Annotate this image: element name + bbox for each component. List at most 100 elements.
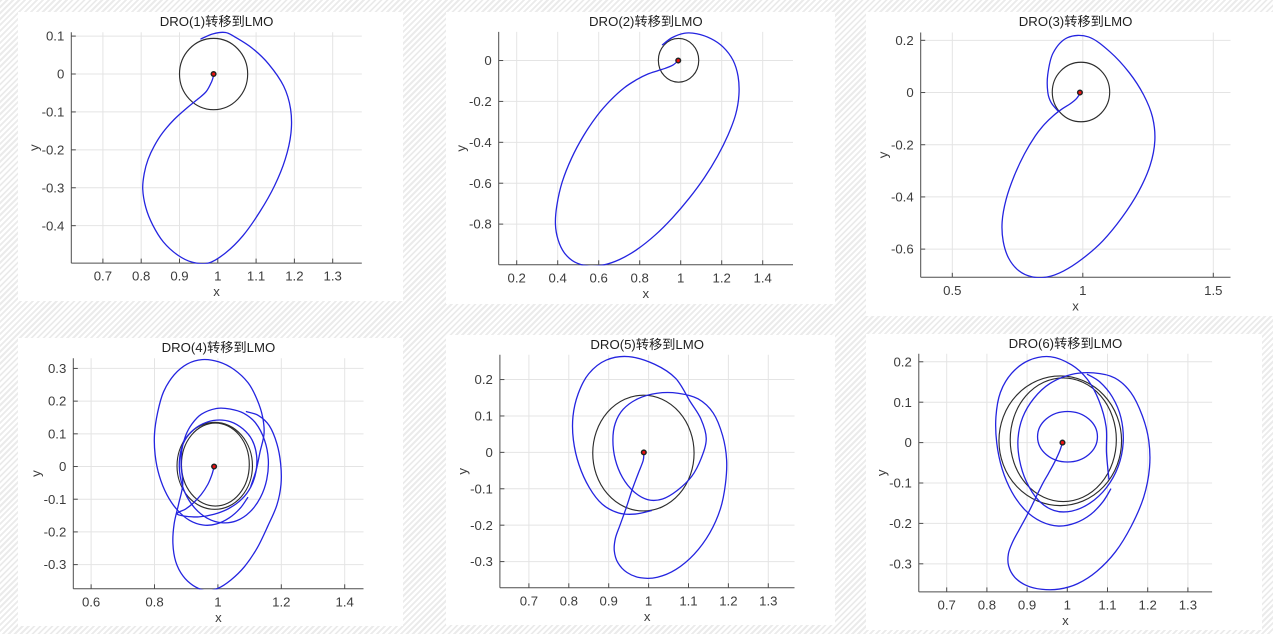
x-tick-label: 1.1: [1098, 597, 1116, 612]
svg-text:LMO: LMO: [244, 14, 273, 29]
subplot-5: 0.7 0.8 0.9 1 1.1 1.2 1.3 0.2 0.1 0 -0.1 -0.2 -0.3 x y…: [446, 335, 835, 625]
y-tick-label: 0.2: [895, 33, 913, 48]
x-tick-label: 1.3: [759, 593, 777, 608]
y-tick-label: -0.4: [41, 218, 64, 233]
moon-marker-1: [210, 70, 217, 78]
y-tick-label: -0.2: [43, 525, 66, 540]
subplot-1: 0.7 0.8 0.9 1 1.1 1.2 1.3 0.1 0 -0.1 -0.2 -0.3 -0.4 x…: [17, 12, 403, 301]
x-tick-label: 1: [1064, 597, 1071, 612]
plot-data-6: [995, 355, 1151, 591]
y-tick-label: -0.1: [470, 481, 493, 496]
svg-text:DRO(4): DRO(4): [161, 340, 206, 355]
x-axis-label-4: x: [215, 610, 222, 625]
x-tick-label: 0.5: [943, 283, 961, 298]
x-tick-label: 1.4: [335, 594, 353, 609]
transfer-trajectory-5-1: [571, 355, 728, 579]
y-tick-label: -0.3: [470, 554, 493, 569]
svg-text:DRO(3): DRO(3): [1019, 14, 1064, 29]
axes-1: [70, 32, 362, 264]
y-tick-label: 0: [904, 435, 911, 450]
y-tick-label: 0: [906, 85, 913, 100]
svg-text:LMO: LMO: [674, 14, 703, 29]
x-tick-label: 0.8: [560, 593, 578, 608]
transfer-trajectory-4-1: [171, 407, 282, 590]
subplot-2: 0.2 0.4 0.6 0.8 1 1.2 1.4 0 -0.2 -0.4 -0.6 -0.8 x y DR…: [446, 12, 835, 304]
x-axis-label-6: x: [1062, 613, 1069, 628]
gridlines-2: [498, 31, 793, 265]
x-tick-label: 0.8: [145, 594, 163, 609]
transfer-trajectory-6-1: [1007, 372, 1151, 591]
moon-marker-2: [675, 57, 682, 64]
axes-6: [918, 353, 1213, 593]
subplot-title-1: DRO(1) LMO: [159, 14, 273, 29]
x-tick-label: 0.7: [93, 269, 111, 284]
y-tick-label: 0: [58, 459, 65, 474]
svg-text:LMO: LMO: [1104, 14, 1133, 29]
axes-3: [920, 32, 1231, 278]
tick-labels-4: 0.6 0.8 1 1.2 1.4 0.3 0.2 0.1 0 -0.1 -0.2 -0.3: [43, 361, 353, 609]
y-tick-label: -0.6: [891, 242, 914, 257]
subplot-title-4: DRO(4) LMO: [161, 340, 275, 355]
y-tick-label: -0.2: [470, 518, 493, 533]
plot-data-3: [1001, 34, 1156, 278]
x-tick-label: 1.3: [323, 269, 341, 284]
gridlines-3: [920, 32, 1231, 278]
moon-marker-3: [1076, 89, 1083, 96]
x-tick-label: 0.4: [549, 270, 567, 285]
x-tick-label: 1.2: [285, 269, 303, 284]
y-tick-label: -0.3: [889, 556, 912, 571]
dro-orbit-3-1: [1051, 61, 1111, 123]
x-tick-label: 1.2: [272, 594, 290, 609]
x-tick-label: 1: [214, 269, 221, 284]
x-tick-label: 0.9: [1018, 597, 1036, 612]
y-tick-label: -0.8: [469, 217, 492, 232]
x-tick-label: 0.7: [520, 593, 538, 608]
subplot-4: 0.6 0.8 1 1.2 1.4 0.3 0.2 0.1 0 -0.1 -0.2 -0.3 x y DRO…: [17, 338, 403, 626]
y-tick-label: 0: [56, 67, 63, 82]
subplot-title-2: DRO(2) LMO: [589, 14, 703, 29]
subplot-title-3: DRO(3) LMO: [1019, 14, 1133, 29]
moon-marker-6: [1059, 439, 1066, 446]
y-tick-label: -0.2: [41, 142, 64, 157]
x-tick-label: 1.1: [246, 269, 264, 284]
transfer-trajectory-4-2: [153, 358, 265, 526]
moon-marker-4: [210, 463, 217, 470]
plot-data-5: [571, 355, 728, 579]
y-axis-label-1: y: [26, 144, 41, 151]
plot-svg-6: 0.7 0.8 0.9 1 1.1 1.2 1.3 0.2 0.1 0 -0.1 -0.2 -0.3 x y…: [874, 336, 1213, 628]
x-tick-label: 0.6: [590, 270, 608, 285]
y-tick-label: -0.2: [469, 94, 492, 109]
x-tick-label: 0.8: [631, 270, 649, 285]
x-tick-label: 1: [1079, 283, 1086, 298]
plot-svg-5: 0.7 0.8 0.9 1 1.1 1.2 1.3 0.2 0.1 0 -0.1 -0.2 -0.3 x y…: [455, 337, 795, 624]
y-tick-label: 0.1: [475, 409, 493, 424]
y-tick-label: 0.1: [47, 426, 65, 441]
gridlines-4: [72, 358, 363, 589]
gridlines-1: [70, 32, 362, 264]
x-axis-label-1: x: [213, 284, 220, 299]
x-tick-label: 0.7: [938, 597, 956, 612]
y-axis-label-5: y: [455, 468, 470, 475]
x-tick-label: 0.9: [600, 593, 618, 608]
x-tick-label: 1.2: [1139, 597, 1157, 612]
tick-labels-5: 0.7 0.8 0.9 1 1.1 1.2 1.3 0.2 0.1 0 -0.1 -0.2 -0.3: [470, 372, 777, 608]
transfer-trajectory-1-1: [141, 31, 292, 264]
y-tick-label: -0.3: [43, 557, 66, 572]
gridlines-5: [499, 354, 795, 588]
y-tick-label: -0.4: [891, 190, 914, 205]
tick-labels-1: 0.7 0.8 0.9 1 1.1 1.2 1.3 0.1 0 -0.1 -0.2 -0.3 -0.4: [41, 29, 341, 284]
y-tick-label: -0.2: [891, 137, 914, 152]
y-tick-label: 0.3: [47, 361, 65, 376]
y-axis-label-3: y: [876, 151, 891, 158]
x-tick-label: 1.3: [1179, 597, 1197, 612]
plot-data-4: [153, 358, 282, 590]
x-tick-label: 0.8: [132, 269, 150, 284]
tick-labels-6: 0.7 0.8 0.9 1 1.1 1.2 1.3 0.2 0.1 0 -0.1 -0.2 -0.3: [889, 354, 1197, 612]
gridlines-6: [918, 353, 1213, 592]
x-tick-label: 1.5: [1204, 283, 1222, 298]
subplot-3: 0.5 1 1.5 0.2 0 -0.2 -0.4 -0.6 x y DRO(3) LMO: [866, 12, 1273, 316]
transfer-trajectory-2-1: [554, 32, 740, 266]
tick-labels-2: 0.2 0.4 0.6 0.8 1 1.2 1.4 0 -0.2 -0.4 -0.6 -0.8: [469, 53, 772, 285]
svg-text:DRO(5): DRO(5): [590, 337, 635, 352]
